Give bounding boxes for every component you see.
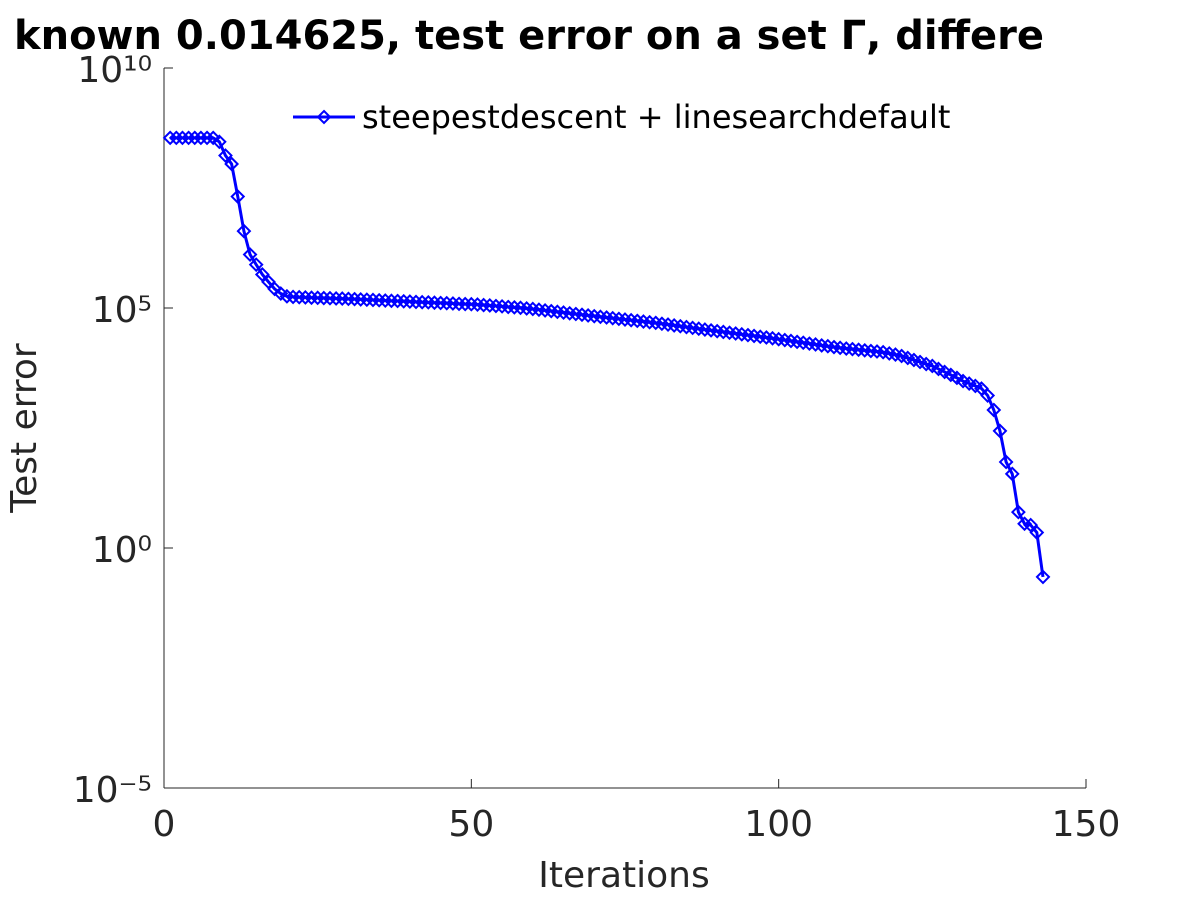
point-marker bbox=[322, 290, 338, 306]
y-axis-label: Test error bbox=[4, 343, 45, 514]
point-marker bbox=[420, 294, 436, 310]
point-marker bbox=[390, 293, 405, 309]
point-marker bbox=[998, 454, 1014, 470]
point-marker bbox=[340, 291, 356, 307]
point-marker bbox=[168, 130, 184, 146]
chart-title: known 0.014625, test error on a set Γ, d… bbox=[14, 13, 1044, 59]
point-marker bbox=[230, 189, 246, 204]
x-axis-label: Iterations bbox=[538, 855, 709, 896]
point-marker bbox=[445, 296, 461, 311]
point-marker bbox=[1029, 525, 1045, 540]
point-marker bbox=[439, 295, 455, 311]
point-marker bbox=[199, 130, 215, 146]
y-tick-label: 10⁰ bbox=[92, 530, 152, 571]
point-marker bbox=[175, 130, 190, 146]
point-marker bbox=[1004, 466, 1020, 482]
point-marker bbox=[353, 291, 369, 307]
point-marker bbox=[218, 148, 233, 163]
point-marker bbox=[371, 292, 387, 308]
point-marker bbox=[211, 134, 227, 150]
point-marker bbox=[1035, 569, 1051, 585]
point-marker bbox=[402, 294, 418, 310]
point-marker bbox=[248, 257, 264, 273]
y-tick-label: 10⁵ bbox=[92, 290, 152, 331]
y-tick-label: 10⁻⁵ bbox=[73, 770, 152, 811]
point-marker bbox=[500, 299, 516, 315]
point-marker bbox=[457, 296, 473, 312]
point-marker bbox=[488, 298, 504, 314]
point-marker bbox=[181, 130, 197, 146]
point-marker bbox=[347, 291, 362, 307]
point-marker bbox=[986, 402, 1002, 418]
point-marker bbox=[236, 223, 252, 239]
x-tick-label: 150 bbox=[1052, 804, 1121, 845]
point-marker bbox=[242, 247, 258, 262]
point-marker bbox=[396, 293, 412, 309]
y-tick-label: 10¹⁰ bbox=[77, 50, 152, 91]
point-marker bbox=[506, 299, 522, 315]
point-marker bbox=[291, 289, 307, 305]
point-marker bbox=[205, 130, 221, 146]
point-marker bbox=[193, 130, 209, 146]
point-marker bbox=[267, 281, 283, 297]
point-marker bbox=[187, 130, 203, 146]
point-marker bbox=[427, 295, 442, 311]
point-marker bbox=[414, 294, 430, 310]
point-marker bbox=[310, 290, 326, 306]
point-marker bbox=[1023, 517, 1039, 533]
point-marker bbox=[224, 156, 240, 172]
point-marker bbox=[162, 130, 178, 146]
point-marker bbox=[408, 294, 424, 310]
point-marker bbox=[254, 267, 270, 282]
x-tick-label: 100 bbox=[744, 804, 813, 845]
point-marker bbox=[433, 295, 449, 311]
x-tick-label: 50 bbox=[448, 804, 494, 845]
point-marker bbox=[316, 290, 332, 306]
point-marker bbox=[992, 423, 1008, 439]
point-marker bbox=[297, 290, 313, 305]
point-marker bbox=[328, 291, 344, 306]
point-marker bbox=[980, 388, 996, 403]
point-marker bbox=[334, 291, 350, 307]
point-marker bbox=[377, 293, 393, 308]
point-marker bbox=[365, 292, 381, 308]
point-marker bbox=[463, 296, 479, 312]
point-marker bbox=[359, 292, 375, 308]
legend-marker bbox=[316, 109, 332, 125]
point-marker bbox=[476, 297, 492, 313]
x-tick-label: 0 bbox=[153, 804, 176, 845]
point-marker bbox=[451, 296, 467, 312]
point-marker bbox=[304, 290, 319, 306]
point-marker bbox=[1010, 504, 1026, 520]
legend-label: steepestdescent + linesearchdefault bbox=[362, 98, 950, 136]
point-marker bbox=[285, 289, 301, 305]
point-marker bbox=[384, 293, 399, 309]
